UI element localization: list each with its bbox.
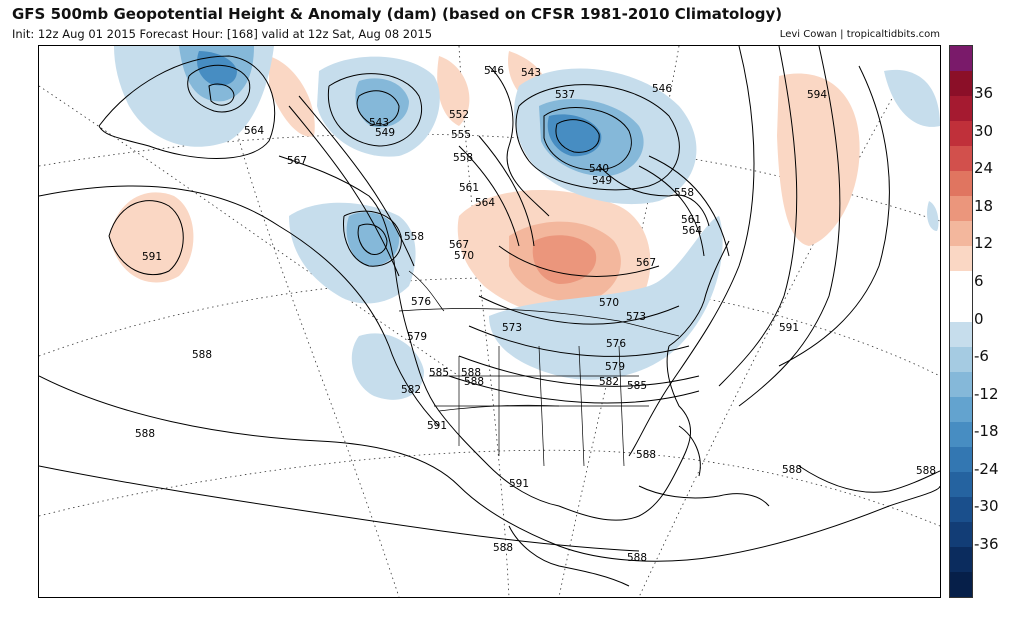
contour-label: 588	[464, 376, 484, 388]
colorbar-tick-label: 30	[974, 121, 994, 140]
political-borders	[398, 270, 680, 467]
colorbar-segment	[950, 396, 972, 423]
colorbar-tick-label: 6	[974, 271, 984, 290]
colorbar-segment	[950, 546, 972, 573]
contour-label: 558	[674, 187, 694, 199]
colorbar-tick-label: -36	[974, 534, 999, 553]
contour-label: 561	[681, 214, 701, 226]
contour-label: 549	[592, 175, 612, 187]
contour-label: 549	[375, 127, 395, 139]
contour-label: 588	[916, 465, 936, 477]
colorbar-tick-label: 12	[974, 234, 994, 253]
contour-label: 591	[427, 420, 447, 432]
contour-label: 588	[636, 449, 656, 461]
chart-title: GFS 500mb Geopotential Height & Anomaly …	[12, 5, 783, 23]
contour-label: 570	[599, 297, 619, 309]
contour-label: 558	[453, 152, 473, 164]
colorbar-tick-label: 0	[974, 309, 984, 328]
contour-label: 543	[369, 117, 389, 129]
contour-label: 546	[484, 65, 504, 77]
contour-label: 582	[599, 376, 619, 388]
contour-label: 567	[287, 155, 307, 167]
colorbar-tick-label: -18	[974, 422, 999, 441]
colorbar-segment	[950, 246, 972, 272]
contour-label: 564	[682, 225, 702, 237]
contour-label: 591	[142, 251, 162, 263]
colorbar-segment	[950, 121, 972, 147]
colorbar-tick-label: -30	[974, 497, 999, 516]
contour-label: 591	[779, 322, 799, 334]
colorbar-tick-label: 24	[974, 159, 994, 178]
colorbar-segment	[950, 171, 972, 197]
contour-label: 567	[636, 257, 656, 269]
colorbar-segment	[950, 421, 972, 448]
colorbar-segment	[950, 296, 972, 322]
contour-label: 555	[451, 129, 471, 141]
contour-label: 540	[589, 163, 609, 175]
colorbar-segment	[950, 146, 972, 172]
contour-label: 588	[461, 367, 481, 379]
contour-label: 579	[605, 361, 625, 373]
contour-labels: 564 567 543 549 546 543 537 546 594 552 …	[135, 65, 936, 564]
contour-label: 564	[475, 197, 495, 209]
contour-label: 588	[493, 542, 513, 554]
colorbar-segment	[950, 496, 972, 523]
contour-label: 546	[652, 83, 672, 95]
colorbar-tick-label: 18	[974, 196, 994, 215]
colorbar-segment	[950, 46, 972, 72]
contour-label: 543	[521, 67, 541, 79]
colorbar-segment	[950, 221, 972, 247]
contour-label: 588	[782, 464, 802, 476]
contour-label: 552	[449, 109, 469, 121]
contour-label: 582	[401, 384, 421, 396]
contour-label: 579	[407, 331, 427, 343]
credit-text: Levi Cowan | tropicaltidbits.com	[779, 29, 940, 40]
contour-label: 585	[429, 367, 449, 379]
colorbar-tick-label: -12	[974, 384, 999, 403]
contour-label: 594	[807, 89, 827, 101]
map-canvas: 564 567 543 549 546 543 537 546 594 552 …	[39, 46, 940, 597]
chart-subtitle: Init: 12z Aug 01 2015 Forecast Hour: [16…	[12, 27, 433, 41]
colorbar-segment	[950, 321, 972, 348]
contour-label: 576	[411, 296, 431, 308]
colorbar-segment	[950, 571, 972, 597]
colorbar-segment	[950, 71, 972, 97]
legend-colorbar	[949, 45, 973, 598]
contour-label: 576	[606, 338, 626, 350]
contour-label: 588	[192, 349, 212, 361]
colorbar-segment	[950, 471, 972, 498]
colorbar-tick-label: 36	[974, 84, 994, 103]
contour-label: 588	[135, 428, 155, 440]
colorbar-segment	[950, 96, 972, 122]
contour-label: 573	[502, 322, 522, 334]
contour-label: 591	[509, 478, 529, 490]
colorbar-tick-label: -24	[974, 459, 999, 478]
coastlines	[278, 65, 940, 587]
height-contours	[39, 46, 940, 562]
colorbar-segment	[950, 196, 972, 222]
contour-label: 588	[627, 552, 647, 564]
colorbar-segment	[950, 371, 972, 398]
contour-label: 570	[454, 250, 474, 262]
colorbar-segment	[950, 346, 972, 373]
contour-label: 558	[404, 231, 424, 243]
colorbar-segment	[950, 271, 972, 297]
map-panel: 564 567 543 549 546 543 537 546 594 552 …	[38, 45, 941, 598]
contour-label: 585	[627, 380, 647, 392]
colorbar-segment	[950, 446, 972, 473]
colorbar-tick-label: -6	[974, 347, 989, 366]
contour-label: 573	[626, 311, 646, 323]
contour-label: 561	[459, 182, 479, 194]
colorbar-segment	[950, 521, 972, 548]
contour-label: 564	[244, 125, 264, 137]
contour-label: 567	[449, 239, 469, 251]
contour-label: 537	[555, 89, 575, 101]
